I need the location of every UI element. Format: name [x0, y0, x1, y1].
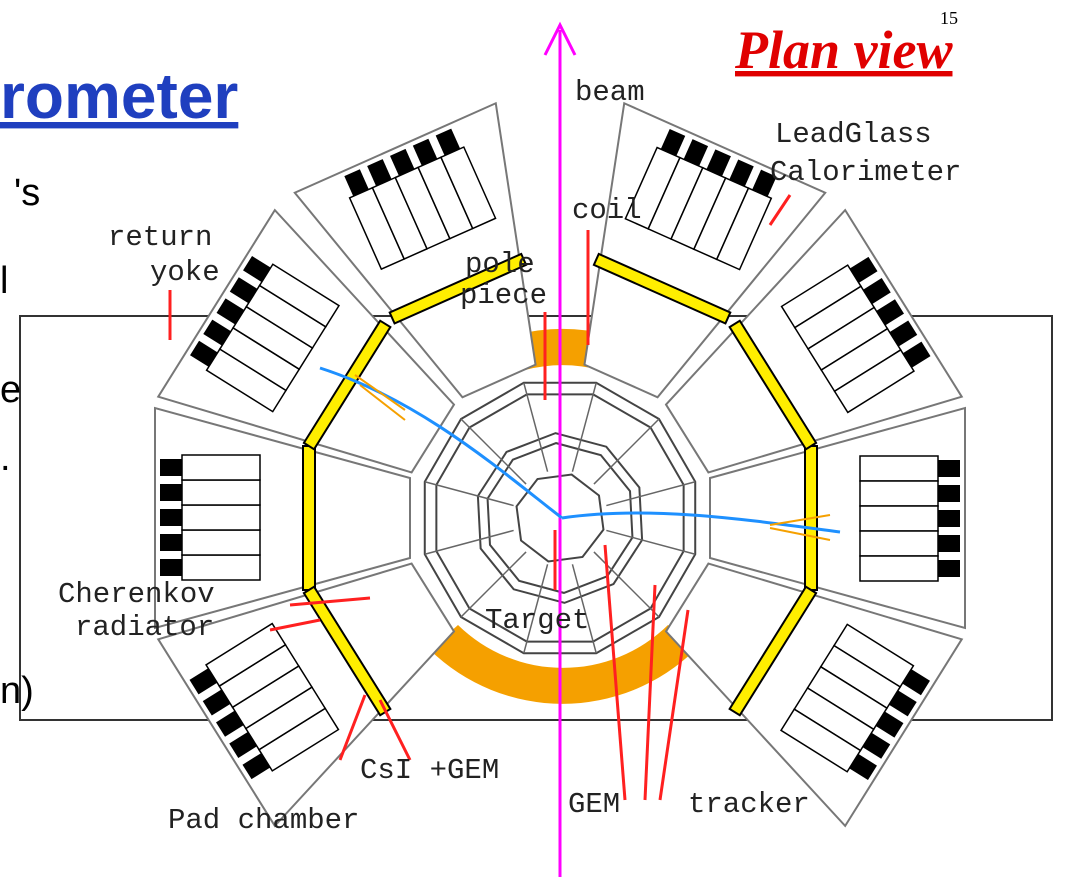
label: Cherenkov — [58, 578, 215, 611]
lead-glass — [860, 481, 938, 506]
lead-glass — [860, 531, 938, 556]
label: return — [108, 221, 212, 254]
detector-drawing — [20, 25, 1052, 877]
heading: Plan view — [734, 20, 953, 80]
label: coil — [572, 194, 642, 227]
sector-line — [425, 530, 514, 554]
lead-glass-pmt — [160, 509, 182, 526]
lead-glass-pmt — [938, 535, 960, 552]
body-text: 's — [14, 172, 40, 214]
lead-glass — [182, 480, 260, 505]
label: radiator — [75, 611, 214, 644]
lead-glass-pmt — [938, 510, 960, 527]
pointer-arrow — [380, 700, 410, 760]
lead-glass-pmt — [938, 460, 960, 477]
sector-line — [461, 419, 526, 484]
pointer-arrow — [645, 585, 655, 800]
slide-title: rometer — [0, 60, 238, 132]
label: Pad chamber — [168, 804, 359, 837]
lead-glass — [182, 455, 260, 480]
csi-gem — [303, 446, 315, 590]
body-text: n) — [0, 670, 34, 712]
label: tracker — [688, 788, 810, 821]
slide: rometer 15 Plan view 's l e . n) beam Le… — [0, 0, 1065, 877]
lead-glass — [860, 456, 938, 481]
sector-line — [425, 482, 514, 506]
body-text: e — [0, 369, 21, 411]
lead-glass — [860, 556, 938, 581]
lead-glass-pmt — [160, 534, 182, 551]
lead-glass-pmt — [938, 485, 960, 502]
body-text: l — [0, 260, 8, 302]
lead-glass — [182, 530, 260, 555]
lead-glass-pmt — [160, 459, 182, 476]
lead-glass-pmt — [160, 484, 182, 501]
lead-glass — [860, 506, 938, 531]
sector-line — [606, 482, 695, 506]
sector-line — [606, 530, 695, 554]
lead-glass-pmt — [938, 560, 960, 577]
label: yoke — [150, 256, 220, 289]
label: pole — [465, 248, 535, 281]
label: LeadGlass — [775, 118, 932, 151]
body-text: . — [0, 437, 11, 479]
lead-glass-pmt — [160, 559, 182, 576]
sector-line — [594, 419, 659, 484]
lead-glass — [182, 505, 260, 530]
label: Target — [485, 604, 589, 637]
label: beam — [575, 76, 645, 109]
lead-glass — [182, 555, 260, 580]
label: piece — [460, 279, 547, 312]
label: Calorimeter — [770, 156, 961, 189]
label: GEM — [568, 788, 620, 821]
label: CsI +GEM — [360, 754, 499, 787]
sector-line — [572, 383, 596, 472]
sector-line — [594, 552, 659, 617]
